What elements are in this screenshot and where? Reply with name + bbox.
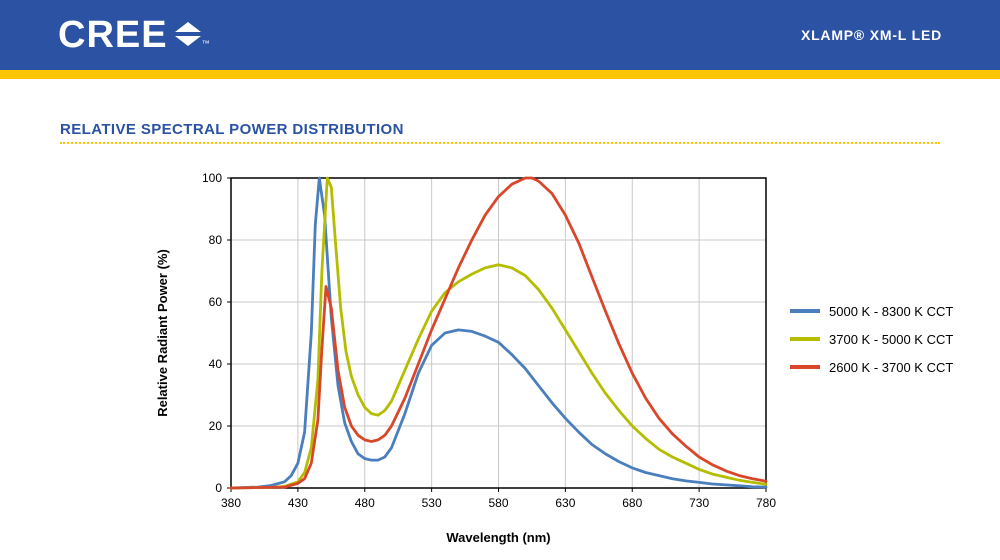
svg-text:100: 100 (202, 171, 222, 185)
legend-swatch (790, 337, 820, 341)
accent-stripe (0, 70, 1000, 79)
legend-label: 5000 K - 8300 K CCT (829, 303, 954, 319)
legend-label: 3700 K - 5000 K CCT (829, 331, 954, 347)
svg-text:0: 0 (215, 481, 222, 495)
chart-legend: 5000 K - 8300 K CCT 3700 K - 5000 K CCT 26… (790, 297, 953, 381)
svg-text:Wavelength (nm): Wavelength (nm) (446, 530, 550, 545)
svg-text:Relative Radiant Power (%): Relative Radiant Power (%) (155, 249, 170, 417)
cree-logo-text: CREE (58, 13, 168, 56)
svg-text:60: 60 (209, 295, 223, 309)
svg-text:80: 80 (209, 233, 223, 247)
dotted-rule (60, 130, 940, 144)
cree-logo-mark-icon (174, 21, 201, 54)
trademark-symbol: ™ (201, 38, 210, 48)
svg-text:730: 730 (689, 496, 709, 510)
svg-text:430: 430 (288, 496, 308, 510)
svg-text:380: 380 (221, 496, 241, 510)
legend-item: 2600 K - 3700 K CCT (790, 353, 953, 381)
cree-logo: CREE ™ (58, 13, 210, 56)
product-title: XLAMP® XM-L LED (800, 27, 942, 43)
section-title: RELATIVE SPECTRAL POWER DISTRIBUTION (60, 121, 404, 138)
spectral-chart-svg: 380 430 480 530 580 630 680 730 780 0 20 40 60 80 100 W… (155, 171, 776, 545)
svg-text:530: 530 (422, 496, 442, 510)
legend-item: 5000 K - 8300 K CCT (790, 297, 953, 325)
legend-item: 3700 K - 5000 K CCT (790, 325, 953, 353)
svg-text:780: 780 (756, 496, 776, 510)
svg-text:680: 680 (622, 496, 642, 510)
legend-swatch (790, 365, 820, 369)
svg-text:630: 630 (555, 496, 575, 510)
svg-text:40: 40 (209, 357, 223, 371)
legend-label: 2600 K - 3700 K CCT (829, 359, 954, 375)
svg-text:580: 580 (488, 496, 508, 510)
header-bar: CREE ™ XLAMP® XM-L LED (0, 0, 1000, 70)
legend-swatch (790, 309, 820, 313)
svg-text:20: 20 (209, 419, 223, 433)
svg-text:480: 480 (355, 496, 375, 510)
